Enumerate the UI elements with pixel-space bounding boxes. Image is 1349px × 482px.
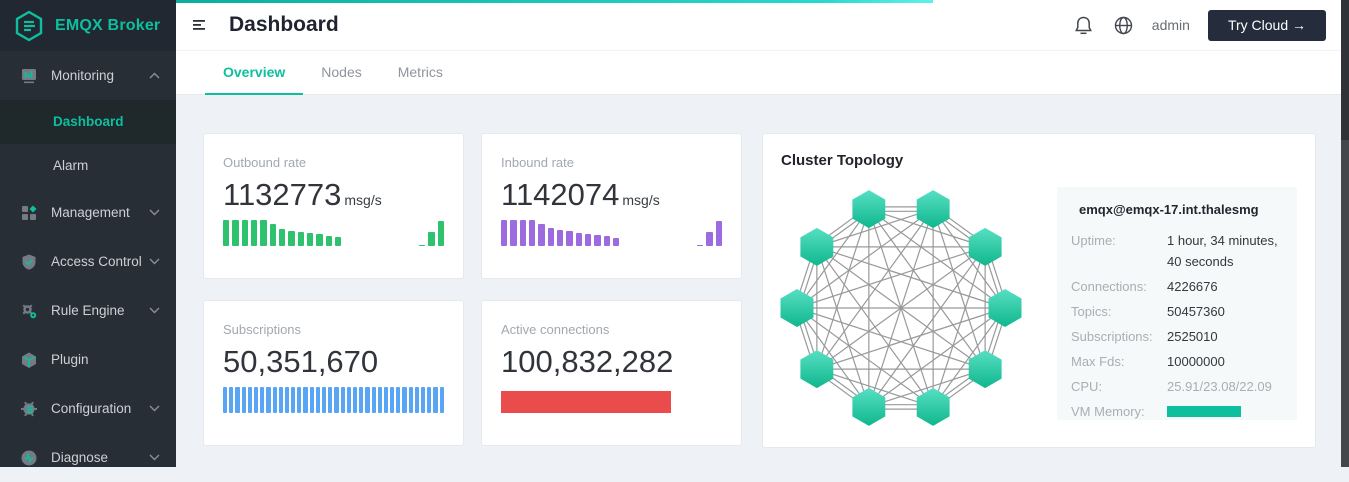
scrollbar-thumb[interactable] — [1341, 0, 1349, 140]
outbound-rate-card: Outbound rate 1132773 msg/s — [203, 133, 464, 279]
sidebar-item-label: Rule Engine — [51, 303, 125, 318]
diagnose-icon — [21, 450, 37, 465]
page-title: Dashboard — [229, 13, 339, 36]
sidebar-item-plugin[interactable]: Plugin — [0, 335, 176, 384]
stat-value: 100,832,282 — [501, 344, 674, 379]
dashboard-content: Outbound rate 1132773 msg/s Inbound rate… — [176, 96, 1341, 467]
active-connections-bar — [501, 387, 722, 413]
sidebar-item-label: Monitoring — [51, 68, 115, 83]
cube-icon — [22, 352, 36, 368]
node-info-row: VM Memory: — [1071, 401, 1283, 423]
sidebar-nav: Monitoring Dashboard Alarm Management — [0, 51, 176, 482]
chevron-up-icon — [149, 72, 160, 79]
tab-nodes[interactable]: Nodes — [321, 64, 362, 80]
tab-bar: Overview Nodes Metrics — [176, 51, 1341, 95]
stat-label: Subscriptions — [223, 322, 302, 337]
sidebar-item-label: Access Control — [51, 254, 142, 269]
shield-check-icon — [22, 254, 36, 270]
chevron-down-icon — [149, 307, 160, 314]
topbar-actions: admin Try Cloud → — [1064, 9, 1326, 41]
language-globe-icon[interactable] — [1104, 15, 1144, 36]
notifications-bell-icon[interactable] — [1064, 15, 1104, 36]
main-area: Dashboard admin Try Cloud → Overview Nod… — [176, 0, 1341, 467]
loading-progress-bar — [176, 0, 933, 3]
node-info-row: Topics: 50457360 — [1071, 304, 1225, 319]
bar-chart-icon — [22, 68, 36, 83]
tab-overview[interactable]: Overview — [205, 51, 304, 95]
node-info-row: Subscriptions: 2525010 — [1071, 329, 1218, 344]
app-logo[interactable]: EMQX Broker — [0, 0, 176, 51]
sidebar-item-management[interactable]: Management — [0, 188, 176, 237]
scrollbar[interactable] — [1341, 0, 1349, 467]
tab-metrics[interactable]: Metrics — [397, 64, 443, 80]
subscriptions-card: Subscriptions 50,351,670 — [203, 300, 464, 446]
gear-lines-icon — [21, 401, 37, 416]
stat-value: 50,351,670 — [223, 344, 379, 379]
collapse-menu-button[interactable] — [193, 19, 207, 31]
grid-diamond-icon — [22, 205, 37, 220]
sidebar-item-diagnose[interactable]: Diagnose — [0, 433, 176, 482]
chevron-down-icon — [149, 209, 160, 216]
stat-label: Outbound rate — [223, 155, 307, 170]
node-name: emqx@emqx-17.int.thalesmg — [1079, 202, 1259, 217]
cluster-topology-card: Cluster Topology emqx@emqx-17.int.thales… — [762, 133, 1316, 448]
try-cloud-button[interactable]: Try Cloud → — [1207, 9, 1326, 41]
chevron-down-icon — [149, 405, 160, 412]
sidebar-item-label: Management — [51, 205, 130, 220]
sidebar-item-alarm[interactable]: Alarm — [53, 158, 89, 173]
emqx-logo-icon — [15, 10, 43, 41]
sidebar-item-monitoring[interactable]: Monitoring — [0, 51, 176, 100]
sidebar-item-dashboard[interactable]: Dashboard — [0, 100, 176, 144]
stat-unit: msg/s — [622, 192, 660, 208]
topology-graph[interactable] — [771, 158, 1051, 443]
gears-icon — [22, 304, 37, 318]
active-connections-card: Active connections 100,832,282 — [481, 300, 742, 446]
chevron-down-icon — [149, 454, 160, 461]
node-info-row: Connections: 4226676 — [1071, 279, 1218, 294]
sidebar: EMQX Broker Monitoring Dashboard Alarm — [0, 0, 176, 467]
node-info-row: Max Fds: 10000000 — [1071, 354, 1225, 369]
sidebar-item-configuration[interactable]: Configuration — [0, 384, 176, 433]
user-menu[interactable]: admin — [1151, 17, 1190, 33]
inbound-rate-sparkline — [501, 220, 722, 246]
sidebar-item-label: Diagnose — [51, 450, 109, 465]
chevron-down-icon — [149, 258, 160, 265]
cluster-topology-title: Cluster Topology — [781, 152, 904, 169]
topbar: Dashboard admin Try Cloud → — [176, 0, 1341, 51]
node-info-panel: emqx@emqx-17.int.thalesmg Uptime: 1 hour… — [1057, 187, 1297, 420]
stat-unit: msg/s — [344, 192, 382, 208]
stat-value: 1142074 — [501, 177, 620, 212]
node-info-row: Uptime: 1 hour, 34 minutes, 40 seconds — [1071, 233, 1278, 269]
sidebar-item-access-control[interactable]: Access Control — [0, 237, 176, 286]
outbound-rate-sparkline — [223, 220, 444, 246]
app-name: EMQX Broker — [55, 16, 161, 34]
subscriptions-bars — [223, 387, 444, 413]
stat-label: Active connections — [501, 322, 610, 337]
sidebar-item-rule-engine[interactable]: Rule Engine — [0, 286, 176, 335]
sidebar-item-label: Configuration — [51, 401, 132, 416]
vm-memory-bar — [1167, 406, 1241, 417]
stat-label: Inbound rate — [501, 155, 575, 170]
node-info-row: CPU: 25.91/23.08/22.09 — [1071, 379, 1272, 394]
sidebar-item-label: Plugin — [51, 352, 89, 367]
inbound-rate-card: Inbound rate 1142074 msg/s — [481, 133, 742, 279]
stat-value: 1132773 — [223, 177, 342, 212]
